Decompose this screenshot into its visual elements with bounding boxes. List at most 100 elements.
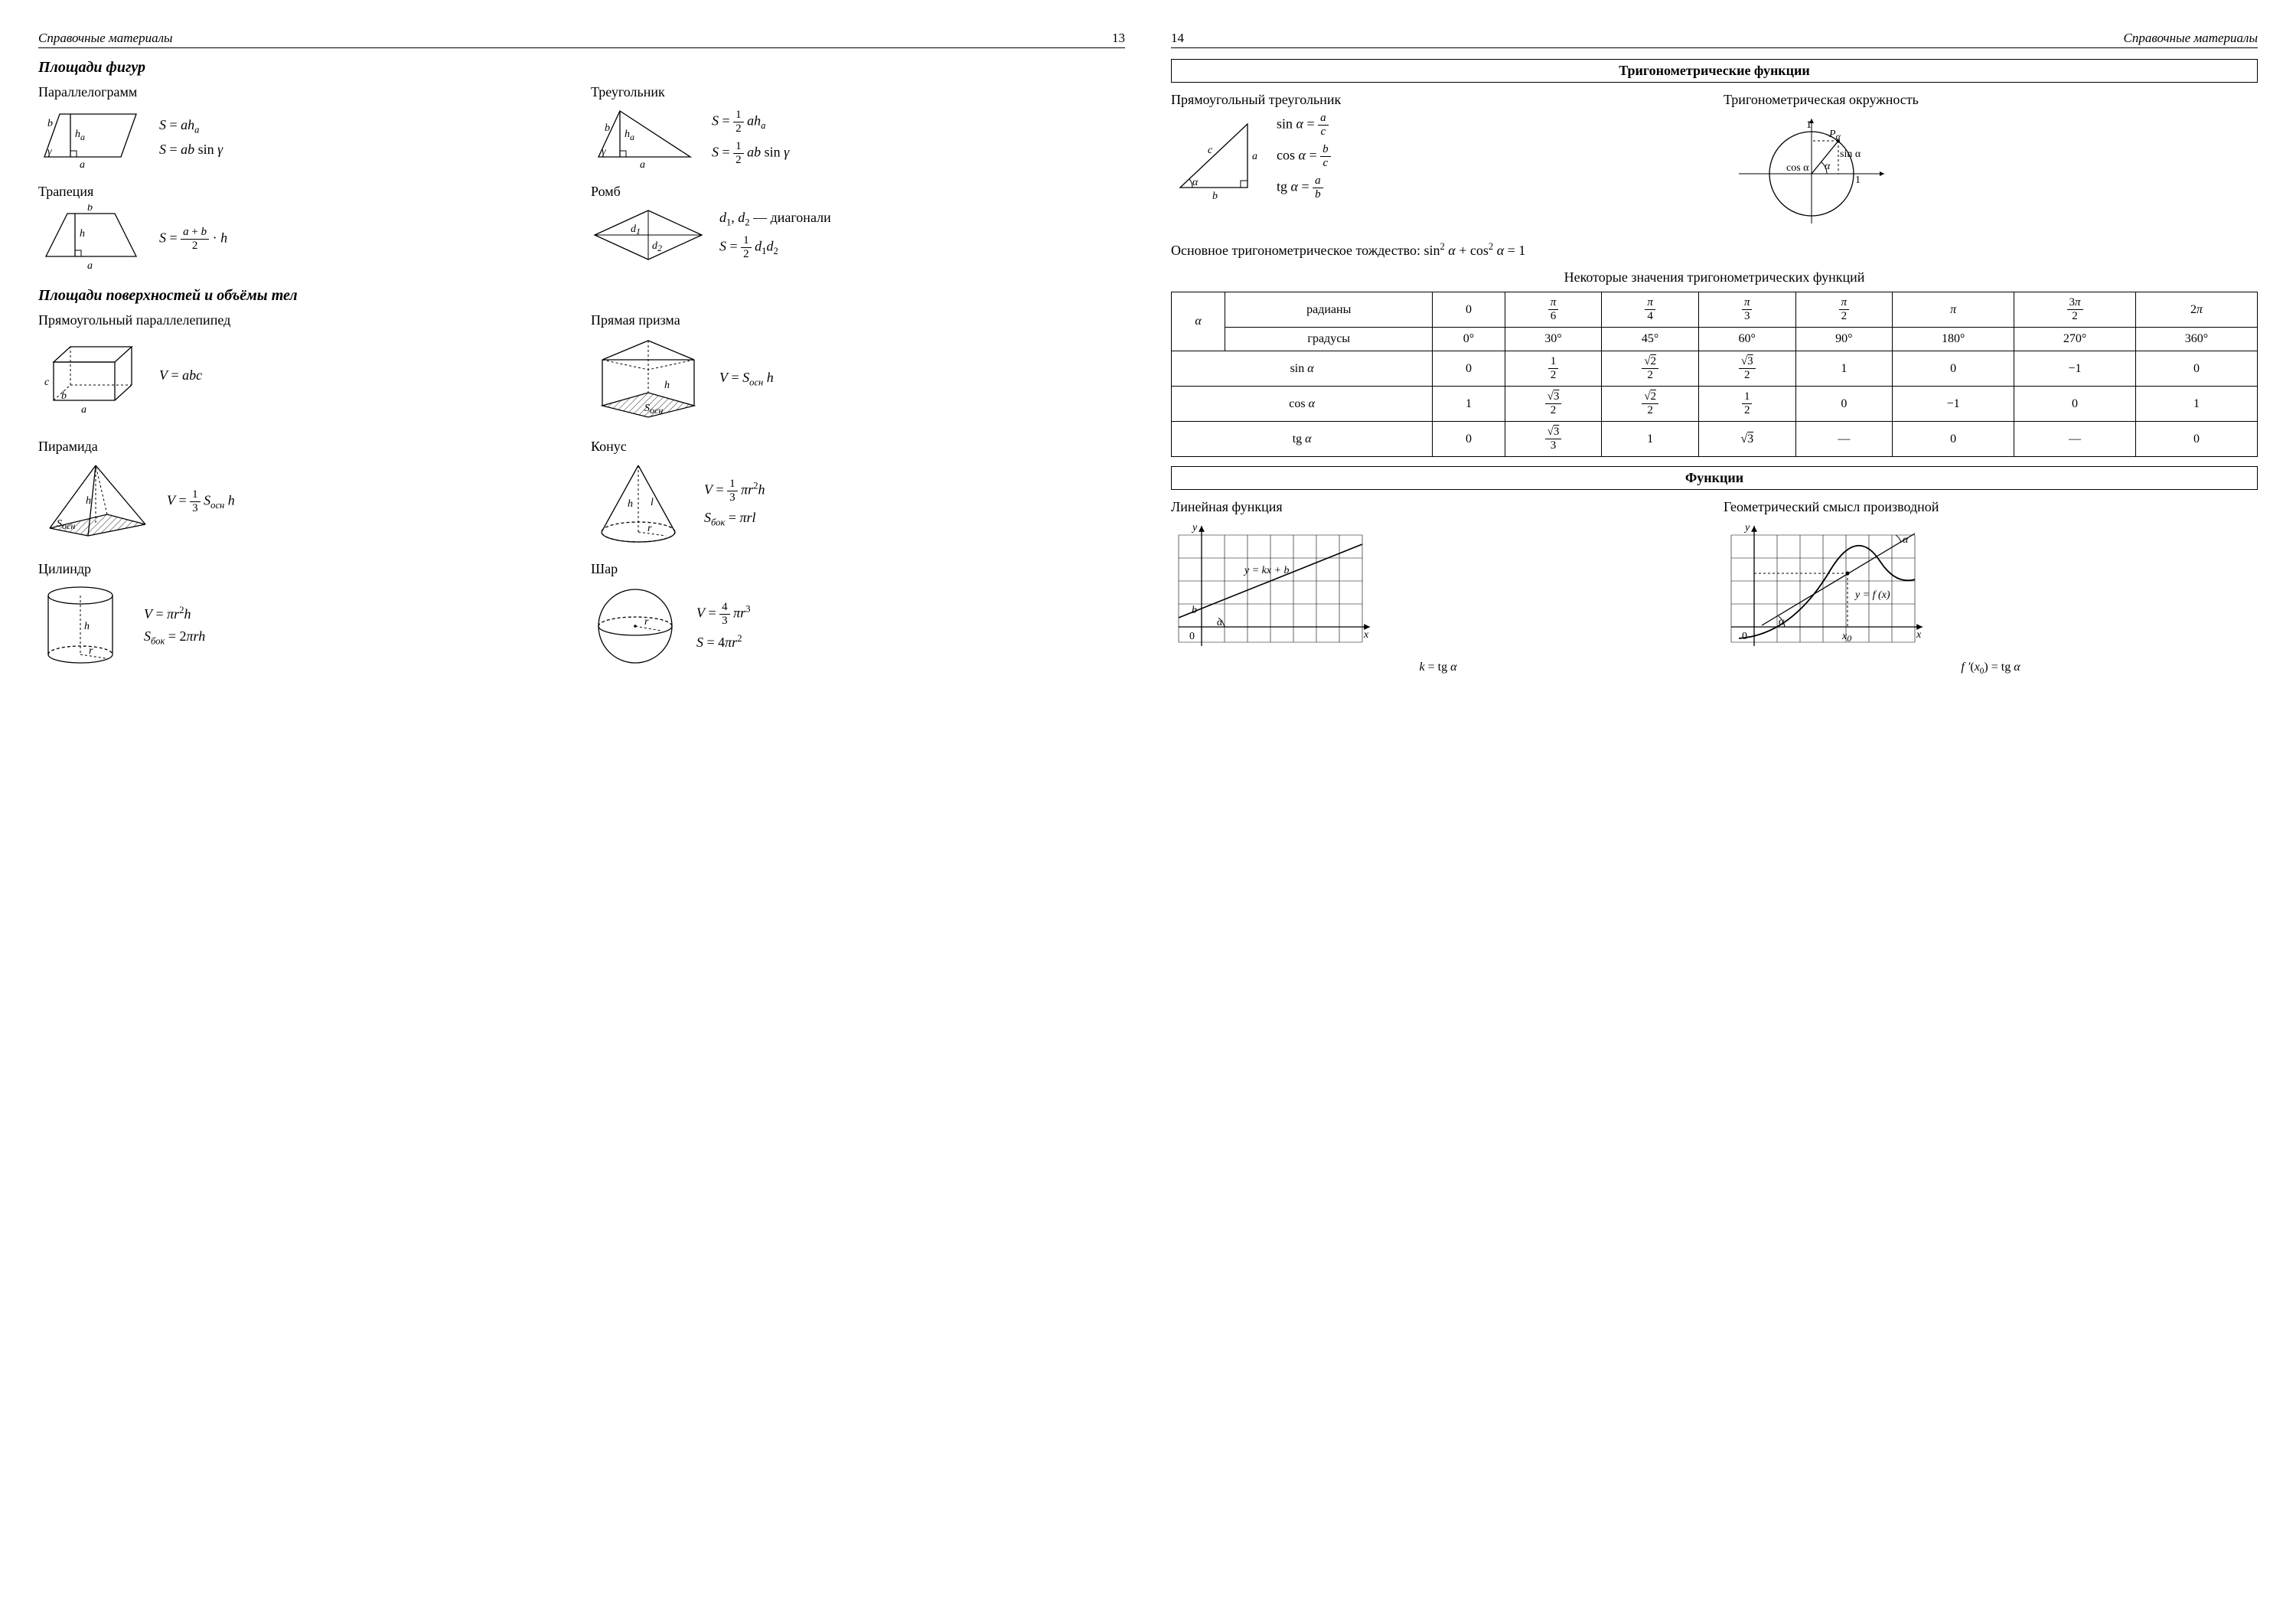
section-areas: Площади фигур bbox=[38, 59, 1125, 77]
svg-text:y: y bbox=[1191, 522, 1198, 534]
block-prism: Прямая призма h Sосн bbox=[591, 312, 1125, 425]
formula: S = ab sin γ bbox=[159, 142, 223, 158]
svg-text:α: α bbox=[1217, 617, 1223, 628]
formula: V = 13 Sосн h bbox=[167, 489, 235, 514]
svg-text:γ: γ bbox=[47, 146, 52, 158]
svg-text:h: h bbox=[664, 380, 670, 391]
box-func: Функции bbox=[1171, 466, 2258, 490]
right-page: 14 Справочные материалы Тригонометрическ… bbox=[1171, 31, 2258, 690]
svg-text:l: l bbox=[651, 497, 654, 508]
svg-text:c: c bbox=[1208, 145, 1213, 156]
page-number: 14 bbox=[1171, 31, 1184, 46]
formula: sin α = ac bbox=[1277, 113, 1331, 138]
block-pyramid: Пирамида h Sосн bbox=[38, 439, 572, 547]
box-trig: Тригонометрические функции bbox=[1171, 59, 2258, 83]
svg-text:h: h bbox=[80, 228, 85, 240]
block-trapezoid: Трапеция b h a S = a + b2 · h bbox=[38, 184, 572, 273]
th-alpha: α bbox=[1172, 292, 1225, 351]
fig-prism: h Sосн bbox=[591, 333, 706, 425]
deriv-caption: f ′(x0) = tg α bbox=[1724, 661, 2258, 676]
formula: S = 12 ab sin γ bbox=[712, 141, 789, 166]
svg-text:x: x bbox=[1363, 629, 1369, 641]
svg-text:α: α bbox=[1779, 616, 1785, 628]
svg-text:sin α: sin α bbox=[1840, 148, 1861, 160]
running-head-right: 14 Справочные материалы bbox=[1171, 31, 2258, 48]
label-trapezoid: Трапеция bbox=[38, 184, 572, 200]
th-deg: градусы bbox=[1225, 328, 1433, 351]
svg-text:r: r bbox=[89, 645, 93, 657]
fig-sphere: r bbox=[591, 582, 683, 670]
svg-text:α: α bbox=[1825, 161, 1831, 172]
svg-text:h: h bbox=[86, 495, 91, 507]
svg-text:y: y bbox=[1743, 522, 1750, 534]
svg-text:1: 1 bbox=[1806, 119, 1812, 131]
formula: V = Sосн h bbox=[719, 370, 774, 389]
block-cylinder: Цилиндр h r V = πr2h Sбок = 2πrh bbox=[38, 561, 572, 670]
page-number: 13 bbox=[1112, 31, 1125, 46]
svg-text:Sосн: Sосн bbox=[57, 518, 75, 531]
block-cone: Конус h l r V = 13 πr2h Sбок = πrl bbox=[591, 439, 1125, 547]
label-parallelogram: Параллелограмм bbox=[38, 84, 572, 100]
left-page: Справочные материалы 13 Площади фигур Па… bbox=[38, 31, 1125, 690]
formula: Sбок = 2πrh bbox=[144, 628, 205, 648]
svg-text:a: a bbox=[87, 260, 93, 272]
fig-right-triangle: α c a b bbox=[1171, 115, 1263, 199]
formula: V = 43 πr3 bbox=[696, 602, 750, 627]
svg-text:γ: γ bbox=[602, 146, 606, 158]
formula: V = 13 πr2h bbox=[704, 478, 765, 504]
svg-text:0: 0 bbox=[1742, 631, 1747, 642]
svg-text:Pα: Pα bbox=[1828, 129, 1841, 142]
svg-text:y = f (x): y = f (x) bbox=[1854, 589, 1890, 601]
formula: S = 12 d1d2 bbox=[719, 235, 831, 260]
svg-text:1: 1 bbox=[1855, 175, 1861, 186]
svg-text:b: b bbox=[47, 118, 53, 129]
rhombus-note: d1, d2 — диагонали bbox=[719, 210, 831, 229]
running-head-left: Справочные материалы 13 bbox=[38, 31, 1125, 48]
svg-text:b: b bbox=[87, 204, 93, 214]
formula: tg α = ab bbox=[1277, 175, 1331, 201]
formula: cos α = bc bbox=[1277, 144, 1331, 169]
formula: S = a + b2 · h bbox=[159, 227, 227, 252]
block-right-triangle: Прямоугольный треугольник α c a b sin α … bbox=[1171, 92, 1705, 227]
formula: V = πr2h bbox=[144, 605, 205, 622]
page-spread: Справочные материалы 13 Площади фигур Па… bbox=[38, 31, 2258, 690]
formula: S = 12 aha bbox=[712, 109, 789, 135]
label-triangle: Треугольник bbox=[591, 84, 1125, 100]
block-parallelogram: Параллелограмм b ha γ a S = aha S = ab s… bbox=[38, 84, 572, 170]
fig-derivative: α α 0 x y x0 y = f (x) bbox=[1724, 520, 1930, 658]
svg-text:ha: ha bbox=[75, 129, 85, 142]
svg-text:α: α bbox=[1903, 534, 1909, 546]
fig-trapezoid: b h a bbox=[38, 204, 145, 273]
svg-text:c: c bbox=[44, 377, 50, 388]
fig-linear: α b 0 x y y = kx + b bbox=[1171, 520, 1378, 658]
fig-triangle: b ha γ a bbox=[591, 105, 698, 170]
svg-text:x0: x0 bbox=[1841, 631, 1851, 644]
svg-text:b: b bbox=[1192, 605, 1197, 616]
svg-text:d1: d1 bbox=[631, 224, 641, 237]
block-linear: Линейная функция bbox=[1171, 499, 1705, 676]
svg-text:b: b bbox=[1212, 191, 1218, 199]
block-derivative: Геометрический смысл производной bbox=[1724, 499, 2258, 676]
svg-text:y = kx + b: y = kx + b bbox=[1243, 565, 1290, 576]
svg-text:α: α bbox=[1192, 177, 1199, 188]
th-rad: радианы bbox=[1225, 292, 1433, 328]
svg-text:b: b bbox=[61, 390, 67, 402]
fig-cylinder: h r bbox=[38, 582, 130, 670]
block-cuboid: Прямоугольный параллелепипед c b a V = a… bbox=[38, 312, 572, 425]
block-rhombus: Ромб d1 d2 d1, d2 — диагонали S = 12 d1d… bbox=[591, 184, 1125, 273]
block-unit-circle: Тригонометрическая окружность α sin α co… bbox=[1724, 92, 2258, 227]
svg-text:cos α: cos α bbox=[1786, 162, 1809, 174]
svg-text:r: r bbox=[647, 523, 652, 534]
linear-caption: k = tg α bbox=[1171, 661, 1705, 674]
identity: Основное тригонометрическое тождество: s… bbox=[1171, 241, 2258, 259]
block-sphere: Шар r V = 43 πr3 S = 4πr2 bbox=[591, 561, 1125, 670]
formula: V = abc bbox=[159, 367, 202, 383]
section-volumes: Площади поверхностей и объёмы тел bbox=[38, 287, 1125, 305]
formula: Sбок = πrl bbox=[704, 510, 765, 529]
svg-text:h: h bbox=[628, 498, 633, 510]
svg-text:a: a bbox=[640, 159, 645, 170]
formula: S = aha bbox=[159, 117, 223, 136]
svg-text:0: 0 bbox=[1189, 631, 1195, 642]
svg-text:h: h bbox=[84, 621, 90, 632]
running-title: Справочные материалы bbox=[2123, 31, 2258, 46]
